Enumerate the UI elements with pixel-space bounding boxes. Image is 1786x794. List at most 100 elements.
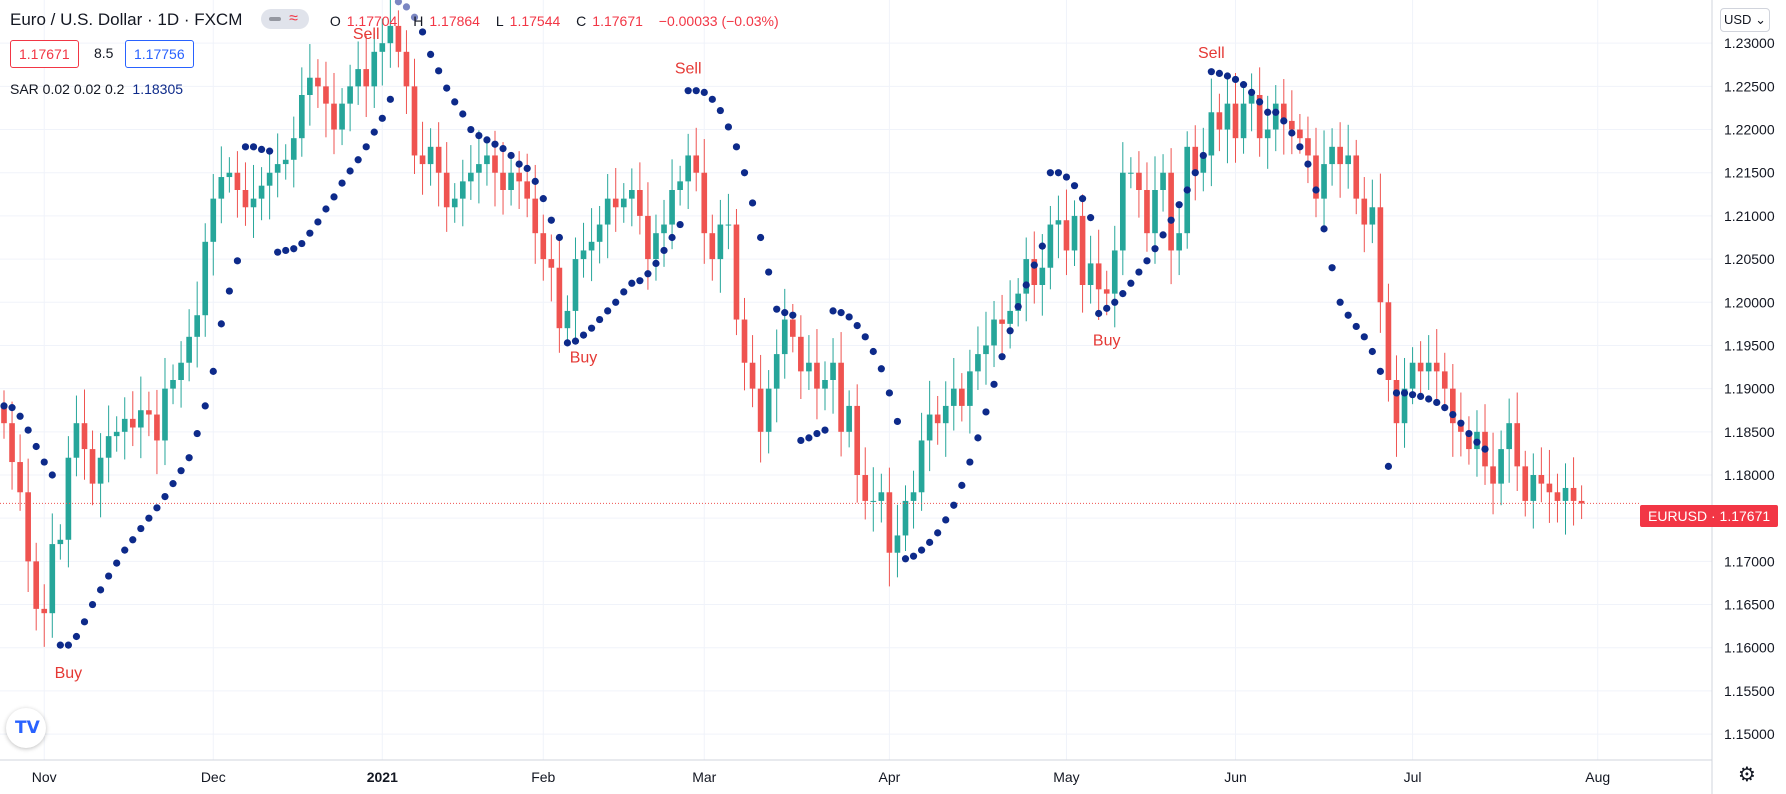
candle-body: [1280, 103, 1287, 121]
candle-body: [1385, 302, 1392, 380]
buy-signal-label: Buy: [55, 665, 83, 682]
sar-dot: [1272, 108, 1280, 116]
candle-body: [41, 608, 48, 614]
sar-dot: [153, 504, 161, 512]
sar-dot: [483, 136, 491, 144]
sar-indicator-legend[interactable]: SAR 0.02 0.02 0.2 1.18305: [10, 81, 183, 97]
sar-dot: [370, 128, 378, 136]
tradingview-logo-icon[interactable]: TV: [6, 708, 46, 748]
candle-body: [113, 431, 120, 437]
sar-dot: [1103, 304, 1111, 312]
sar-dot: [169, 480, 177, 488]
sar-dot: [877, 365, 885, 373]
candle-body: [242, 190, 249, 208]
candle-body: [234, 172, 241, 190]
candle-body: [983, 345, 989, 355]
candle-body: [387, 25, 394, 44]
candle-body: [1530, 475, 1537, 501]
sar-dot: [998, 353, 1006, 361]
candle-body: [315, 77, 321, 87]
low-value: 1.17544: [509, 12, 561, 29]
sar-dot: [56, 641, 64, 649]
candle-body: [959, 388, 965, 406]
symbol-title[interactable]: Euro / U.S. Dollar · 1D · FXCM: [10, 10, 243, 29]
price-tick-label: 1.16500: [1724, 597, 1775, 613]
sar-dot: [338, 179, 346, 187]
candle-body: [282, 159, 289, 165]
candle-body: [604, 198, 611, 225]
sar-dot: [821, 426, 829, 434]
candle-body: [1015, 293, 1021, 311]
candle-body: [258, 185, 265, 199]
compare-toggle[interactable]: ≈: [261, 8, 310, 29]
candle-body: [1506, 423, 1512, 450]
candle-body: [331, 103, 337, 130]
candle-body: [73, 423, 80, 458]
sar-dot: [1095, 309, 1103, 318]
sar-dot: [636, 277, 644, 285]
sar-dot: [1014, 302, 1022, 311]
candle-body: [725, 224, 732, 226]
sar-dot: [290, 245, 298, 253]
currency-dropdown[interactable]: USD ⌄: [1720, 8, 1770, 32]
time-tick-label: Jun: [1224, 769, 1247, 785]
candle-body: [1329, 146, 1335, 165]
candle-body: [1007, 310, 1013, 324]
sar-dot: [620, 288, 628, 296]
sar-dot: [201, 402, 209, 410]
sar-dot: [402, 3, 411, 11]
candle-body: [81, 423, 88, 450]
sar-dot: [596, 315, 604, 324]
price-tick-label: 1.18000: [1724, 467, 1775, 483]
sar-dot: [306, 229, 314, 237]
sar-dot: [797, 436, 805, 445]
sar-dot: [781, 309, 789, 317]
sar-dot: [1062, 173, 1071, 181]
candle-body: [765, 388, 772, 432]
candle-body: [1369, 207, 1376, 225]
wave-icon: ≈: [289, 9, 298, 27]
sar-dot: [757, 233, 765, 242]
candle-body: [186, 336, 192, 363]
candle-body: [1538, 475, 1545, 484]
buy-price-button[interactable]: 1.17756: [125, 40, 194, 68]
candle-body: [1313, 155, 1319, 199]
candle-body: [89, 449, 96, 484]
sar-dot: [982, 408, 990, 416]
sar-dot: [137, 524, 145, 533]
sar-dot: [209, 367, 217, 375]
sar-dot: [507, 151, 515, 160]
sar-dot: [64, 641, 72, 649]
candle-body: [500, 172, 506, 190]
candle-body: [1441, 371, 1448, 389]
sar-dot: [274, 248, 282, 256]
sar-dot: [547, 216, 555, 224]
sar-dot: [813, 429, 821, 438]
candle-body: [508, 172, 514, 190]
candle-body: [218, 177, 225, 199]
sar-dot: [740, 169, 749, 177]
change-value: −0.00033 (−0.03%): [658, 12, 779, 29]
candle-body: [991, 319, 997, 346]
sar-dot: [451, 98, 459, 106]
candle-body: [588, 241, 595, 251]
sell-price-button[interactable]: 1.17671: [10, 40, 79, 68]
candle-body: [1248, 95, 1255, 104]
candle-body: [950, 388, 957, 406]
sar-dot: [16, 412, 24, 420]
sar-dot: [692, 87, 700, 95]
sar-dot: [129, 536, 137, 544]
candle-body: [1345, 155, 1352, 165]
sar-dot: [314, 218, 322, 226]
price-tick-label: 1.21500: [1724, 165, 1775, 181]
candle-body: [210, 198, 217, 242]
candle-body: [1361, 198, 1368, 225]
sar-dot: [1111, 298, 1119, 306]
candle-body: [548, 259, 555, 268]
sar-dot: [934, 529, 942, 537]
price-tick-label: 1.15500: [1724, 683, 1775, 699]
candle-body: [1321, 164, 1327, 199]
sar-dot: [1449, 410, 1457, 419]
gear-icon[interactable]: ⚙: [1738, 764, 1756, 786]
